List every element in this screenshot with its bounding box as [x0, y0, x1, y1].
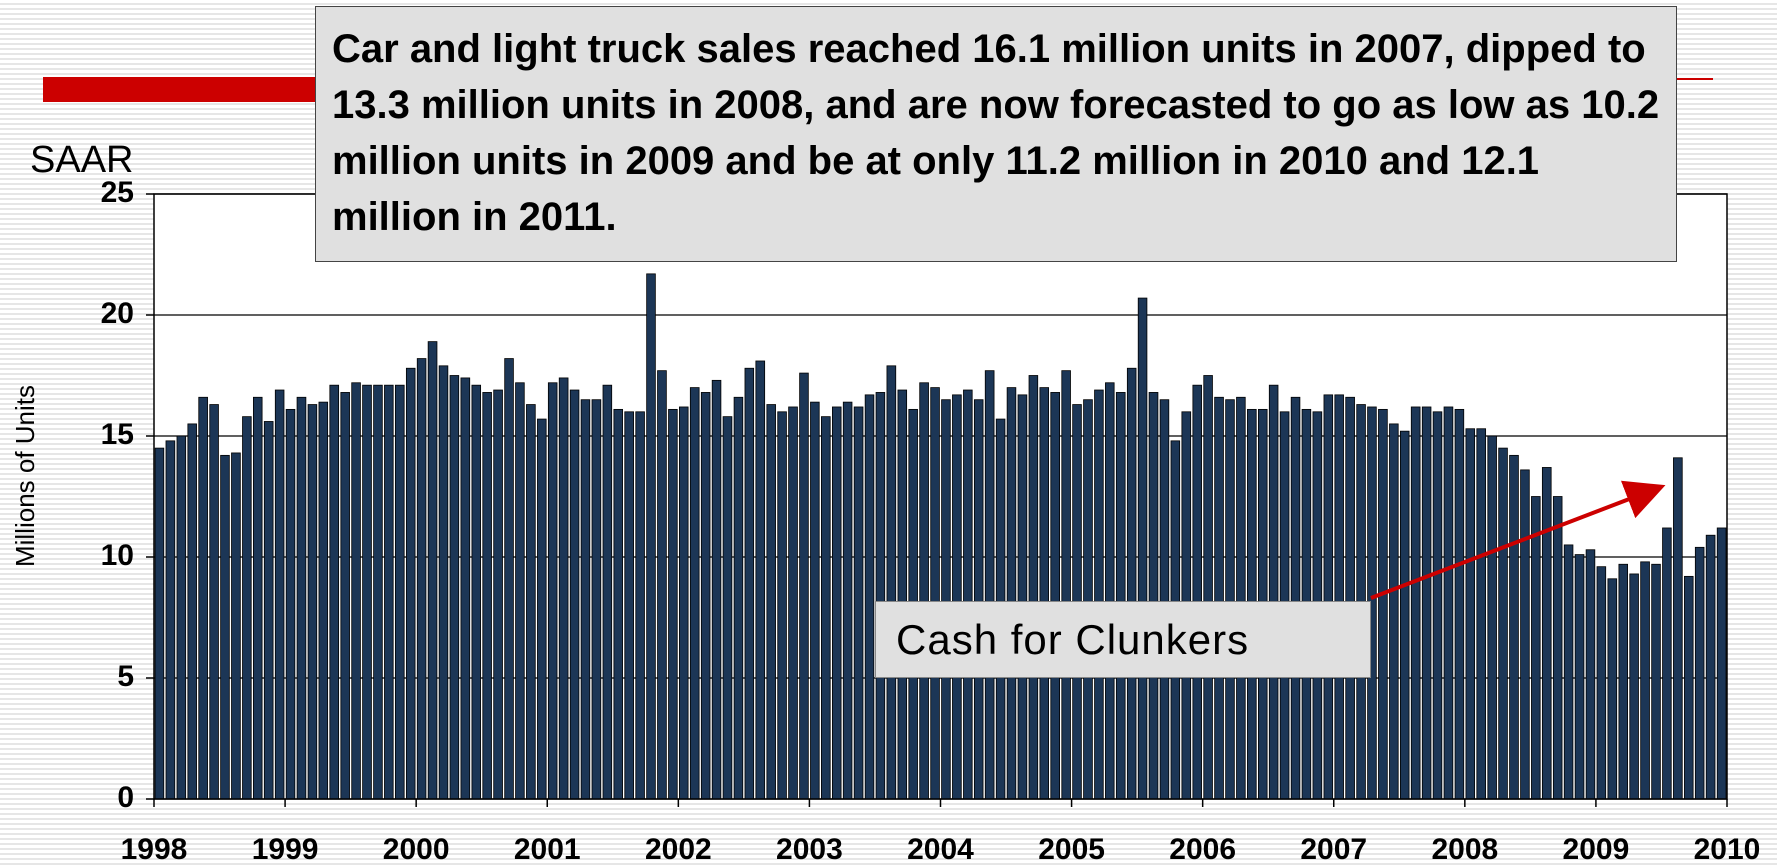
annotation-arrow — [1370, 480, 1666, 600]
y-tick-label: 25 — [101, 176, 134, 209]
x-tick-label: 2003 — [776, 833, 843, 866]
plot-background — [154, 194, 1727, 799]
x-tick-label: 2008 — [1431, 833, 1498, 866]
x-tick-label: 2006 — [1169, 833, 1236, 866]
y-tick-label: 20 — [101, 297, 134, 330]
y-tick-label: 10 — [101, 539, 134, 572]
x-tick-label: 1999 — [252, 833, 319, 866]
x-tick-label: 2004 — [907, 833, 974, 866]
y-tick-label: 5 — [117, 660, 134, 693]
title-box: Car and light truck sales reached 16.1 m… — [315, 6, 1677, 262]
x-tick-label: 2009 — [1563, 833, 1630, 866]
x-tick-label: 2005 — [1038, 833, 1105, 866]
x-tick-label: 2000 — [383, 833, 450, 866]
y-tick-label: 15 — [101, 418, 134, 451]
y-tick-label: 0 — [117, 781, 134, 814]
y-axis-label: Millions of Units — [10, 385, 40, 567]
x-tick-label: 2007 — [1300, 833, 1367, 866]
x-tick-label: 2001 — [514, 833, 581, 866]
plot-area: 0 5 10 15 20 25 1998 1999 2000 2001 2002 2003 2004 20… — [101, 176, 1761, 866]
x-tick-label: 2002 — [645, 833, 712, 866]
x-tick-label: 2010 — [1694, 833, 1761, 866]
annotation: Cash for Clunkers — [875, 601, 1371, 678]
x-tick-label: 1998 — [121, 833, 188, 866]
accent-bar — [43, 77, 340, 102]
unit-label: SAAR — [30, 139, 133, 181]
